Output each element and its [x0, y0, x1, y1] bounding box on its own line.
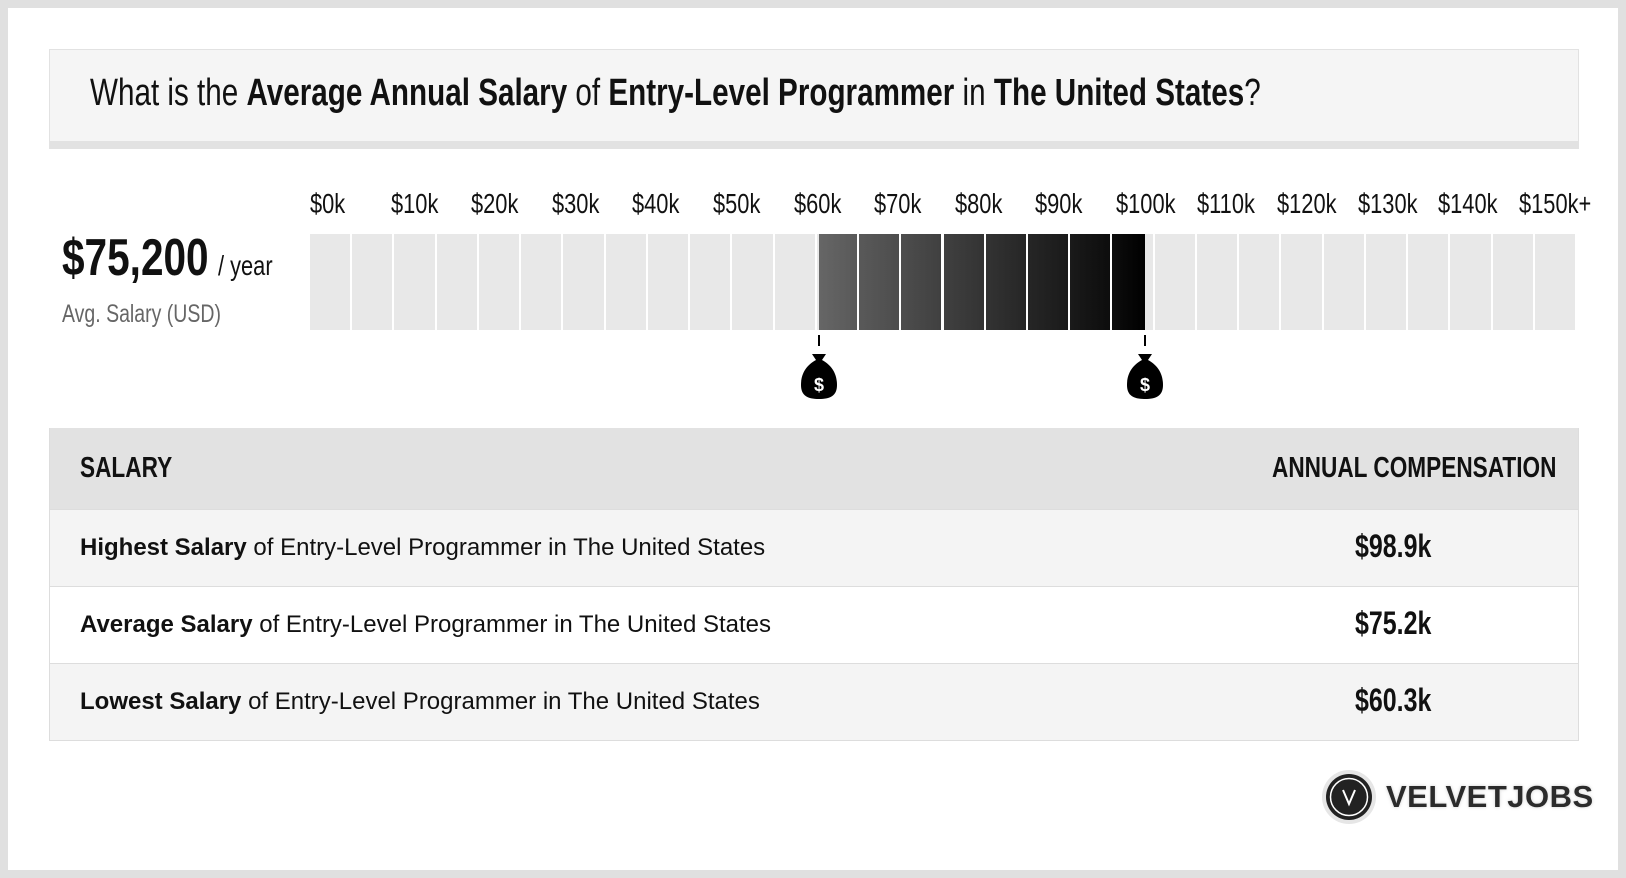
x-tick-label: $80k: [954, 188, 1003, 219]
bar-segment: [1365, 234, 1407, 330]
range-segment: [859, 234, 900, 330]
x-tick-label: $130k: [1357, 188, 1418, 219]
x-tick-label: $10k: [390, 188, 438, 219]
salary-table: SALARY ANNUAL COMPENSATION Highest Salar…: [49, 428, 1579, 741]
range-segment: [1070, 234, 1111, 330]
bar-segment: [1450, 234, 1491, 330]
money-bag-icon: $: [799, 335, 839, 406]
bar-segment: [352, 234, 393, 330]
row-label: Highest Salary of Entry-Level Programmer…: [80, 534, 766, 561]
x-tick-label: $60k: [793, 188, 841, 219]
range-markers: $ $: [310, 335, 1577, 405]
velvetjobs-logo: VELVETJOBS: [1322, 770, 1594, 824]
x-tick-label: $120k: [1277, 188, 1337, 219]
header-annual-compensation: ANNUAL COMPENSATION: [1272, 452, 1557, 484]
bar-segment: [605, 234, 646, 330]
range-segment: [1112, 234, 1146, 330]
x-tick-label: $90k: [1035, 188, 1083, 219]
bar-segment: [774, 234, 815, 330]
x-tick-label: $100k: [1115, 188, 1176, 219]
table-row: Average Salary of Entry-Level Programmer…: [50, 586, 1578, 663]
range-segment: [901, 234, 942, 330]
bar-segment: [1492, 234, 1533, 330]
bar-segment: [394, 234, 435, 330]
x-tick-label: $50k: [712, 188, 761, 219]
bar-segment: [690, 234, 731, 330]
bar-segment: [1239, 234, 1280, 330]
svg-text:$: $: [1140, 375, 1150, 395]
bar-segment: [521, 234, 562, 330]
range-segment: [943, 234, 984, 330]
x-tick-label: $0k: [310, 188, 346, 219]
bar-segment: [1154, 234, 1195, 330]
bar-segment: [732, 234, 773, 330]
x-tick-label: $70k: [874, 188, 922, 219]
bar-segment: [310, 234, 351, 330]
average-salary-value: $75,200/ year: [62, 229, 273, 287]
title-box: What is the Average Annual Salary of Ent…: [49, 49, 1579, 149]
bar-segment: [647, 234, 689, 330]
x-tick-label: $140k: [1438, 188, 1498, 219]
table-body: Highest Salary of Entry-Level Programmer…: [50, 509, 1578, 740]
svg-text:$: $: [814, 375, 824, 395]
range-segment: [1027, 234, 1069, 330]
x-tick-label: $30k: [551, 188, 600, 219]
logo-text: VELVETJOBS: [1386, 779, 1594, 814]
range-segment: [985, 234, 1026, 330]
x-tick-label: $20k: [471, 188, 519, 219]
row-value: $60.3k: [1355, 682, 1432, 718]
page-title: What is the Average Annual Salary of Ent…: [90, 72, 1261, 114]
bar-segment: [478, 234, 520, 330]
bar-segment: [1196, 234, 1238, 330]
average-salary-label: Avg. Salary (USD): [62, 300, 221, 328]
row-label: Lowest Salary of Entry-Level Programmer …: [80, 688, 760, 715]
row-value: $98.9k: [1355, 528, 1432, 564]
x-tick-label: $110k: [1196, 188, 1255, 219]
header-salary: SALARY: [80, 452, 173, 484]
salary-range-bar: [310, 234, 1577, 330]
x-tick-label: $40k: [632, 188, 680, 219]
bar-segment: [563, 234, 604, 330]
bar-segment: [1323, 234, 1364, 330]
per-year-unit: / year: [217, 250, 273, 281]
range-segment: [819, 234, 858, 330]
logo-v-icon: [1322, 770, 1376, 824]
x-axis-ticks: $0k $10k $20k $30k $40k $50k $60k $70k $80k $90k $…: [310, 188, 1592, 220]
table-row: Lowest Salary of Entry-Level Programmer …: [50, 663, 1578, 740]
bar-segment: [1534, 234, 1575, 330]
bar-segment: [1281, 234, 1322, 330]
row-value: $75.2k: [1355, 605, 1432, 641]
money-bag-icon: $: [1125, 335, 1165, 406]
table-row: Highest Salary of Entry-Level Programmer…: [50, 509, 1578, 586]
bar-segment: [436, 234, 477, 330]
x-tick-label: $150k+: [1518, 188, 1592, 219]
row-label: Average Salary of Entry-Level Programmer…: [80, 611, 772, 638]
bar-segment: [1408, 234, 1449, 330]
table-header: SALARY ANNUAL COMPENSATION: [50, 428, 1578, 509]
